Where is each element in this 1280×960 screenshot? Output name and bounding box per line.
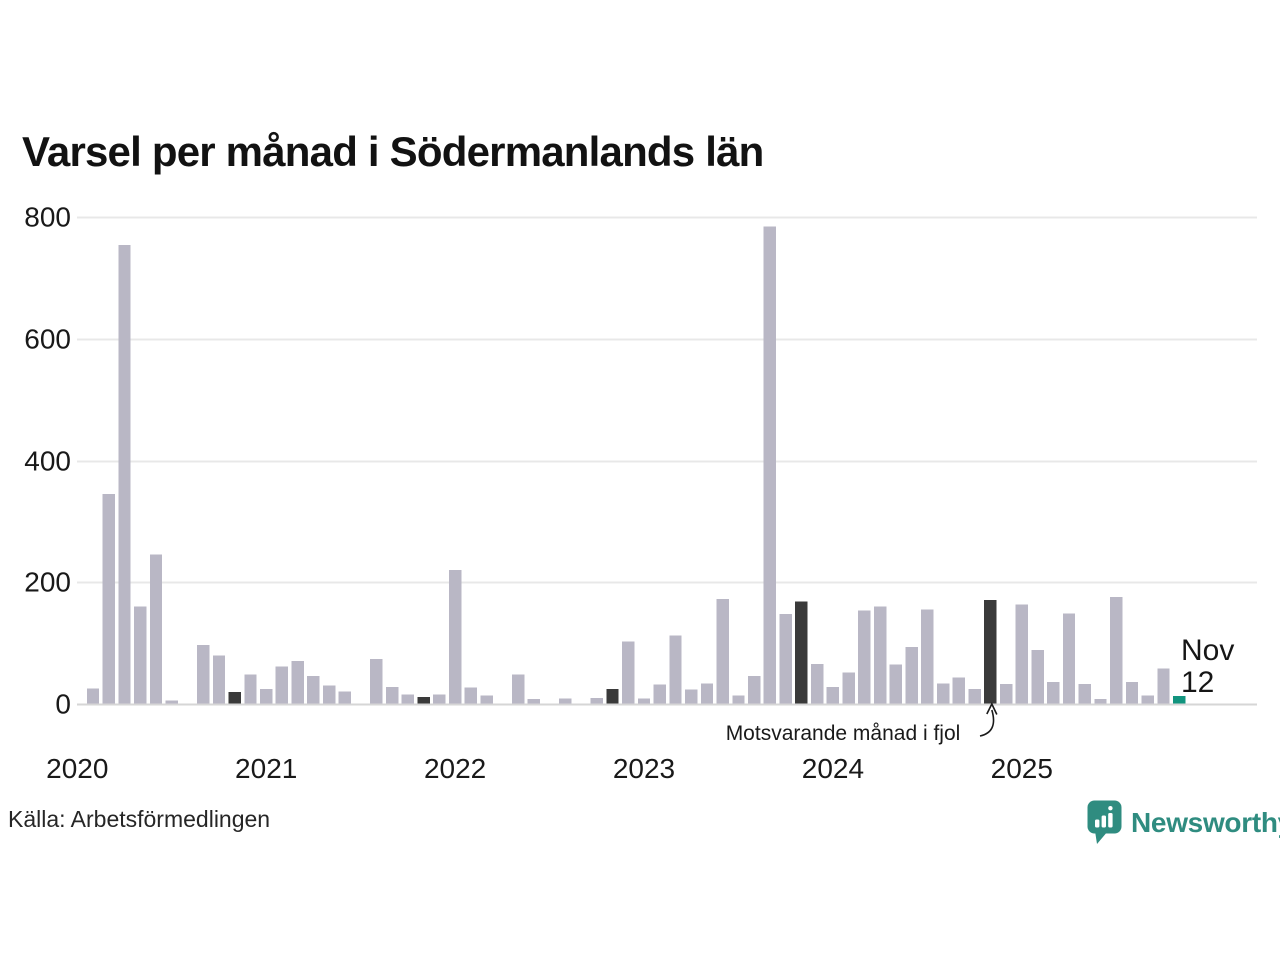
bar-2022-03 (480, 695, 493, 704)
bar-2025-07 (1110, 597, 1123, 704)
annotation-arrow (979, 709, 995, 737)
bar-2023-01 (637, 698, 651, 704)
bar-2020-05 (134, 606, 147, 704)
bar-2024-03 (858, 610, 871, 704)
y-axis-tick-0: 0 (55, 689, 71, 720)
bar-2025-04 (1062, 613, 1076, 704)
bar-2022-01 (448, 569, 462, 704)
bar-2022-10 (590, 698, 603, 704)
bar-2023-09 (763, 226, 777, 704)
bar-2023-02 (653, 684, 666, 704)
newsworthy-logo-icon (1087, 800, 1122, 844)
bar-2022-12 (622, 641, 635, 704)
y-axis-tick-400: 400 (24, 446, 71, 477)
bar-2020-10 (212, 655, 226, 704)
bar-2025-09 (1141, 695, 1154, 704)
current-month-label: Nov (1181, 634, 1234, 667)
bar-2025-10 (1157, 668, 1170, 704)
bar-2021-04 (307, 676, 320, 704)
bar-2022-08 (559, 698, 572, 704)
y-axis-tick-800: 800 (24, 202, 71, 233)
bar-2024-04 (873, 606, 887, 704)
bar-2020-07 (165, 700, 178, 704)
bar-2023-12 (811, 664, 824, 704)
bar-2021-02 (275, 666, 289, 704)
bar-2020-12 (244, 674, 257, 704)
y-axis-tick-600: 600 (24, 324, 71, 355)
bar-2022-06 (527, 699, 540, 704)
bar-2025-06 (1094, 699, 1107, 704)
newsworthy-logo: Newsworthy (1087, 800, 1280, 845)
bar-2021-12 (433, 694, 446, 704)
bar-2025-02 (1031, 650, 1044, 704)
source-label: Källa: Arbetsförmedlingen (8, 806, 271, 832)
bar-2020-02 (86, 688, 100, 704)
newsworthy-logo-text: Newsworthy (1131, 806, 1280, 838)
bar-2024-10 (968, 688, 981, 704)
x-axis-tick-2022: 2022 (424, 753, 486, 784)
bar-2024-11 (984, 600, 997, 704)
bar-2021-03 (291, 661, 304, 704)
bar-2020-06 (149, 554, 163, 704)
bar-2021-09 (385, 687, 399, 704)
bar-2024-12 (999, 684, 1013, 704)
bar-2024-08 (936, 683, 950, 704)
bar-2020-09 (197, 645, 210, 704)
bar-2024-06 (905, 647, 918, 704)
annotation-last-year-month: Motsvarande månad i fjol (726, 722, 961, 745)
bar-2024-09 (952, 677, 966, 704)
annotation-arrowhead (986, 702, 998, 715)
bar-2021-01 (260, 688, 273, 704)
bar-2024-01 (826, 687, 840, 704)
bar-2024-07 (921, 609, 934, 704)
bar-2023-04 (685, 689, 698, 704)
current-month-value: 12 (1181, 666, 1214, 699)
bar-2020-11 (228, 692, 241, 704)
bar-2021-10 (401, 694, 415, 704)
bar-2024-02 (842, 672, 855, 704)
bar-2025-08 (1125, 682, 1139, 704)
bar-2023-11 (795, 601, 808, 704)
bar-2021-06 (338, 691, 352, 704)
bar-2023-03 (669, 635, 682, 704)
bar-2021-05 (323, 685, 336, 704)
bar-2025-01 (1015, 604, 1028, 704)
bar-2021-11 (417, 696, 430, 704)
bar-2020-04 (118, 244, 131, 704)
chart-title: Varsel per månad i Södermanlands län (22, 128, 764, 175)
bar-2023-10 (779, 614, 792, 704)
x-axis-tick-2024: 2024 (802, 753, 864, 784)
bar-2022-11 (606, 688, 619, 704)
x-axis-tick-2023: 2023 (613, 753, 675, 784)
bar-2022-05 (511, 674, 525, 704)
bar-2020-03 (102, 493, 115, 704)
x-axis-tick-2020: 2020 (46, 753, 108, 784)
x-axis-tick-2025: 2025 (991, 753, 1053, 784)
bar-2023-08 (748, 676, 761, 704)
bar-2025-05 (1078, 684, 1091, 704)
bar-2025-03 (1047, 682, 1060, 704)
bar-2021-08 (370, 659, 383, 704)
bar-2023-06 (716, 599, 729, 704)
bar-2023-07 (732, 695, 745, 704)
bar-2023-05 (700, 683, 714, 704)
bar-2022-02 (464, 687, 478, 704)
bar-2024-05 (889, 664, 903, 704)
x-axis-tick-2021: 2021 (235, 753, 297, 784)
y-axis-tick-200: 200 (24, 567, 71, 598)
bar-2025-11 (1173, 696, 1186, 704)
bar-chart: 0 200 400 600 800 2020 2021 2022 2023 2024 2025 Mot… (24, 202, 1257, 784)
